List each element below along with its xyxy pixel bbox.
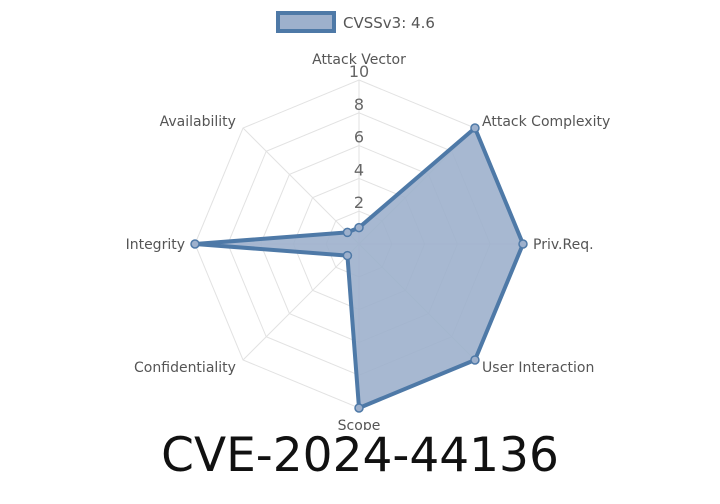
tick-label-6: 6 — [354, 128, 364, 147]
axis-label-scope: Scope — [338, 418, 381, 430]
series-layer — [190, 123, 528, 413]
data-point-attack-complexity[interactable] — [470, 123, 480, 133]
axis-label-priv-req-: Priv.Req. — [533, 237, 594, 253]
legend-swatch[interactable] — [276, 11, 336, 33]
axis-label-attack-complexity: Attack Complexity — [482, 114, 610, 130]
tick-label-2: 2 — [354, 193, 364, 212]
legend-label[interactable]: CVSSv3: 4.6 — [343, 14, 435, 32]
radial-tick-labels: 2 4 6 8 10 — [349, 62, 369, 212]
radar-chart: 2 4 6 8 10 Attack Vector Attack Complexity Pri… — [126, 11, 611, 430]
data-point-attack-vector[interactable] — [354, 222, 364, 233]
axis-label-user-interaction: User Interaction — [482, 360, 594, 376]
data-point-user-interaction[interactable] — [470, 355, 480, 365]
tick-label-8: 8 — [354, 95, 364, 114]
axis-labels: Attack Vector Attack Complexity Priv.Req. U… — [126, 52, 611, 430]
data-point-scope[interactable] — [354, 403, 364, 413]
axis-label-confidentiality: Confidentiality — [134, 360, 236, 376]
data-point-availability[interactable] — [342, 227, 353, 238]
axis-label-attack-vector: Attack Vector — [312, 52, 406, 68]
tick-label-10: 10 — [349, 62, 369, 81]
data-point-integrity[interactable] — [190, 239, 200, 249]
grid-spoke-5 — [242, 243, 360, 361]
axis-label-availability: Availability — [160, 114, 236, 130]
axis-label-integrity: Integrity — [126, 237, 185, 253]
legend[interactable]: CVSSv3: 4.6 — [276, 11, 435, 33]
data-point-confidentiality[interactable] — [342, 250, 353, 261]
data-point-priv-req-[interactable] — [518, 239, 528, 249]
grid-spoke-7 — [242, 127, 360, 245]
tick-label-4: 4 — [354, 160, 364, 179]
cve-id-title: CVE-2024-44136 — [161, 428, 559, 483]
